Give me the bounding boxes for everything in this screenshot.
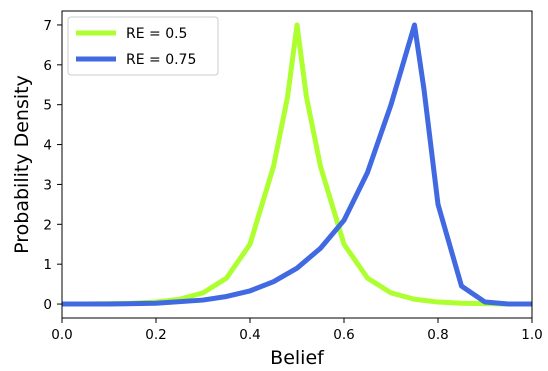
axis-ticks: 0.0 0.2 0.4 0.6 0.8 1.0 0 1 2 3 4 5 6 7 <box>43 18 542 343</box>
legend-label-2: RE = 0.75 <box>126 52 196 68</box>
y-tick-label: 6 <box>43 58 52 74</box>
x-tick-label: 0.2 <box>145 327 166 343</box>
plot-lines <box>62 22 532 307</box>
legend-label-1: RE = 0.5 <box>126 26 187 42</box>
legend: RE = 0.5 RE = 0.75 <box>67 16 219 76</box>
x-tick-label: 0.6 <box>333 327 354 343</box>
plot-frame <box>61 10 533 319</box>
y-tick-label: 4 <box>43 138 52 154</box>
series-line-2 <box>62 22 532 307</box>
y-tick-label: 1 <box>43 257 52 273</box>
y-tick-label: 3 <box>43 177 52 193</box>
y-tick-label: 2 <box>43 217 52 233</box>
x-axis-title: Belief <box>270 347 325 369</box>
x-tick-label: 0.8 <box>427 327 448 343</box>
y-tick-label: 5 <box>43 98 52 114</box>
x-tick-label: 0.4 <box>239 327 260 343</box>
x-tick-label: 1.0 <box>521 327 542 343</box>
y-tick-label: 0 <box>43 297 52 313</box>
x-tick-label: 0.0 <box>51 327 72 343</box>
y-tick-label: 7 <box>43 18 52 34</box>
y-axis-title: Probability Density <box>11 75 33 254</box>
